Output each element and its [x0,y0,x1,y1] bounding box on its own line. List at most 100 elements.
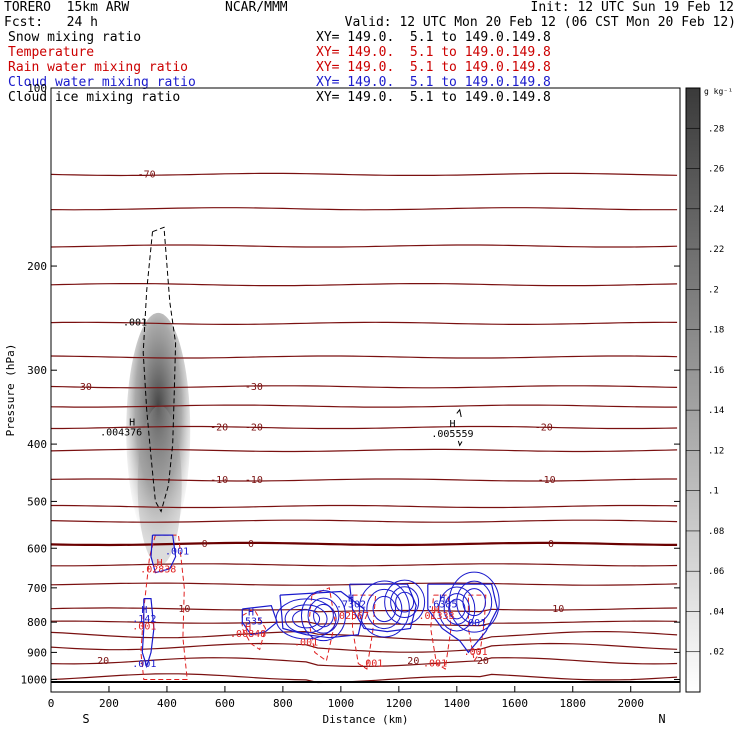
isotherm-label: 10 [178,604,190,615]
colorbar-unit: g kg⁻¹ [704,87,733,96]
isotherm [51,355,678,359]
isotherm [51,244,678,248]
isotherm-label: 0 [548,539,554,550]
contour-annotation: .535 [239,617,263,628]
contour-annotation: .00848 [230,629,266,640]
contour-annotation: .001 [165,547,189,558]
cloud-water-core [358,580,410,638]
y-tick-label: 1000 [21,673,48,686]
rain-contour [467,594,487,663]
cloud-water-core [448,598,466,620]
isotherm [51,478,678,482]
rain-contour [241,608,267,651]
colorbar-tick-label: .14 [708,406,724,416]
contour-annotation: .6385 [427,599,457,610]
isotherm-label: -70 [138,169,156,180]
contour-annotation: H [141,605,147,616]
cloud-water-core [372,595,397,623]
y-tick-label: 600 [27,542,47,555]
x-tick-label: 2000 [617,697,644,710]
isotherm-label: -20 [535,423,553,434]
contour-annotation: H [245,623,251,634]
isotherm-label: -30 [74,382,92,393]
model-title: TORERO 15km ARW [4,0,130,15]
cloud-water-contour [279,590,365,639]
cloud-water-core [284,604,328,634]
cloud-water-core [275,598,337,640]
y-tick-label: 900 [27,646,47,659]
contour-annotation: .001 [423,658,447,669]
cloud-ice-contour-small [457,440,463,447]
plot-frame [50,87,681,693]
isotherm-label: 0 [248,539,254,550]
isotherm [51,504,678,509]
cloud-water-core [443,593,470,625]
isotherm-label: -20 [210,423,228,434]
contour-annotation: .001 [132,622,156,633]
colorbar-tick-label: .04 [708,607,724,617]
x-tick-label: 1400 [444,697,471,710]
contour-annotation: H [449,419,455,430]
rain-contour [430,594,452,670]
isotherm-label: -10 [210,475,228,486]
contour-annotation: .001 [123,317,147,328]
contour-annotation: .01333 [418,611,454,622]
contour-annotation: H [157,558,163,569]
colorbar-tick-label: .12 [708,446,724,456]
center-title: NCAR/MMM [225,0,288,15]
y-tick-label: 800 [27,616,47,629]
rain-contour [352,594,377,670]
cloud-water-core [438,586,476,632]
contour-annotation: H [434,605,440,616]
x-tick-label: 1000 [328,697,355,710]
colorbar-tick-label: .28 [708,124,724,134]
y-tick-label: 300 [27,364,47,377]
isotherm [51,283,678,287]
contour-annotation: .001 [359,658,383,669]
field-name-cloud-ice: Cloud ice mixing ratio [8,90,181,105]
y-tick-label: 500 [27,495,47,508]
x-tick-label: 1200 [386,697,413,710]
cloud-ice-contour [142,226,177,513]
field-name-temperature: Temperature [8,45,95,60]
x-tick-label: 800 [273,697,293,710]
y-tick-label: 200 [27,260,47,273]
init-time: Init: 12 UTC Sun 19 Feb 12 [530,0,735,15]
contour-annotation: H [129,417,135,428]
contour-annotation: .004376 [100,428,142,439]
isotherm [51,404,678,408]
field-xy-rain: XY= 149.0. 5.1 to 149.0.149.8 [316,60,551,75]
colorbar-tick-label: .26 [708,165,724,175]
isotherm-label: -30 [245,382,263,393]
x-tick-label: 600 [215,697,235,710]
snow-shading [126,312,191,549]
cloud-water-core [307,597,340,634]
cloud-water-contour [241,604,278,636]
x-end-label-right: N [658,712,665,726]
cloud-water-core [292,609,321,629]
field-name-cloud-water: Cloud water mixing ratio [8,75,196,90]
isotherm [51,425,678,430]
contour-annotation: .7302 [336,599,366,610]
isotherm [51,321,678,325]
cloud-water-core [395,591,415,613]
isotherm-label: -10 [245,475,263,486]
cloud-water-core [384,579,426,625]
isotherm-label: 20 [407,656,419,667]
isotherm-zero [51,541,678,547]
x-tick-label: 1600 [502,697,529,710]
colorbar-tick-label: .22 [708,245,724,255]
x-end-label-left: S [82,712,89,726]
isotherm [51,519,678,523]
x-tick-label: 1800 [560,697,587,710]
colorbar-tick-label: .02 [708,648,724,658]
x-tick-label: 200 [99,697,119,710]
cloud-water-core [448,571,500,633]
isotherm [51,448,678,453]
x-axis-label: Distance (km) [322,713,408,726]
colorbar-tick-label: .16 [708,366,724,376]
field-name-rain: Rain water mixing ratio [8,60,189,75]
field-xy-cloud-ice: XY= 149.0. 5.1 to 149.0.149.8 [316,90,551,105]
contour-annotation: H [248,608,254,619]
